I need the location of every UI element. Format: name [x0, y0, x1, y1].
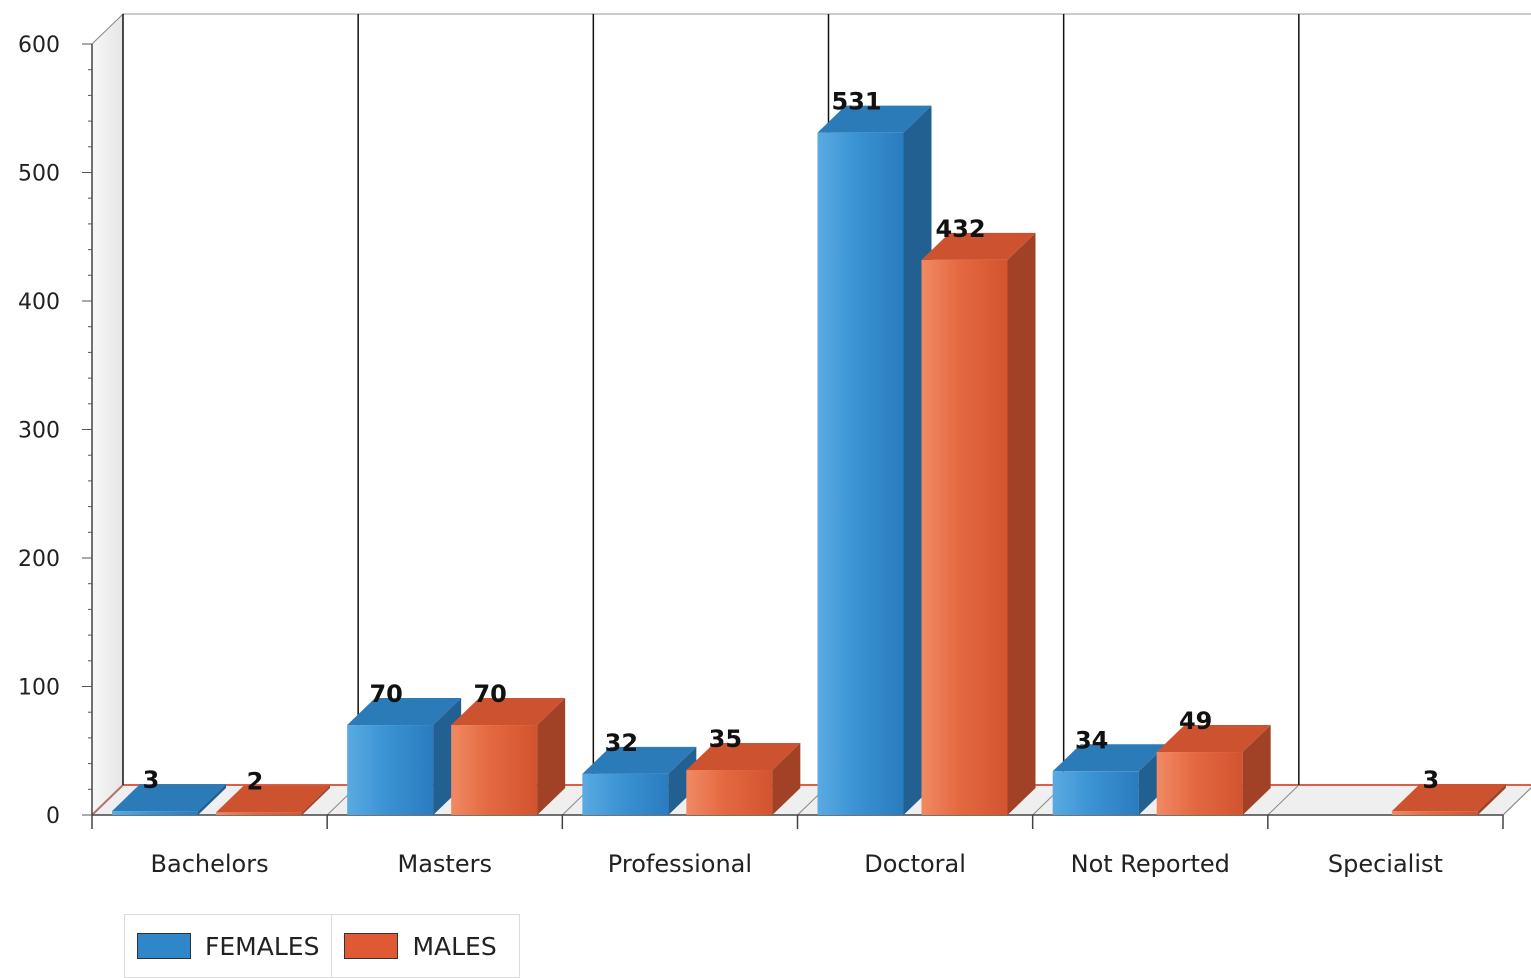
- bar-males[interactable]: [216, 785, 330, 815]
- bar-males[interactable]: [1391, 784, 1506, 815]
- bar-females[interactable]: [112, 784, 226, 815]
- data-label: 3: [143, 766, 160, 794]
- bar-side-face: [198, 784, 226, 815]
- bar-front-face: [921, 259, 1008, 815]
- data-label: 3: [1422, 766, 1439, 794]
- bar-top-face: [1156, 725, 1271, 753]
- data-label: 34: [1075, 726, 1108, 754]
- bar-side-face: [1007, 232, 1036, 815]
- x-category-label: Doctoral: [864, 850, 966, 878]
- bar-front-face: [112, 811, 198, 815]
- bar-front-face: [451, 725, 538, 815]
- bar-males[interactable]: [1156, 725, 1271, 815]
- legend-item-males[interactable]: MALES: [331, 915, 508, 977]
- bar-top-face: [112, 784, 226, 812]
- data-label: 35: [709, 725, 742, 753]
- data-label: 49: [1179, 707, 1212, 735]
- bar-side-face: [772, 743, 801, 815]
- x-category-label: Professional: [608, 850, 752, 878]
- bar-females[interactable]: [347, 698, 462, 815]
- bar-females[interactable]: [1052, 744, 1167, 815]
- bar-front-face: [582, 773, 669, 815]
- x-category-label: Bachelors: [151, 850, 269, 878]
- x-category-label: Not Reported: [1071, 850, 1230, 878]
- bar-males[interactable]: [921, 232, 1036, 815]
- floor-divider: [1502, 787, 1531, 816]
- bars-group: [112, 105, 1506, 816]
- x-category-label: Specialist: [1328, 850, 1443, 878]
- bar-side-face: [668, 746, 697, 815]
- data-label: 70: [369, 680, 402, 708]
- bar-top-face: [347, 698, 462, 726]
- bar-chart: 0 100 200 300 400 500 600 Bachelors Masters Prof…: [18, 12, 1531, 878]
- bar-front-face: [817, 132, 904, 816]
- bar-side-face: [537, 698, 566, 815]
- y-tick-label: 0: [46, 804, 60, 829]
- y-tick-label: 600: [18, 33, 60, 58]
- x-category-label: Masters: [398, 850, 492, 878]
- bar-top-face: [216, 785, 330, 813]
- floor-divider: [1267, 784, 1300, 816]
- bar-top-face: [1052, 744, 1167, 772]
- bar-females[interactable]: [817, 105, 932, 816]
- legend-label-males: MALES: [412, 931, 497, 961]
- floor-divider: [91, 784, 124, 816]
- data-label: 70: [473, 680, 506, 708]
- legend-item-females[interactable]: FEMALES: [125, 915, 331, 977]
- y-axis: 0 100 200 300 400 500 600: [18, 33, 93, 829]
- legend-label-females: FEMALES: [205, 931, 320, 961]
- bar-top-face: [451, 698, 566, 726]
- legend-swatch-males: [344, 933, 399, 959]
- side-wall: [91, 12, 124, 817]
- bar-females[interactable]: [582, 746, 697, 815]
- bar-front-face: [1052, 771, 1139, 815]
- y-tick-label: 100: [18, 676, 60, 701]
- data-label: 531: [831, 88, 881, 116]
- data-label: 2: [247, 767, 264, 795]
- bar-front-face: [1391, 811, 1478, 815]
- bar-front-face: [347, 725, 434, 815]
- legend: FEMALES MALES: [124, 914, 520, 978]
- x-axis: Bachelors Masters Professional Doctoral Not …: [91, 814, 1504, 878]
- bar-front-face: [1156, 752, 1243, 815]
- bar-males[interactable]: [686, 743, 801, 815]
- bar-side-face: [1477, 784, 1506, 815]
- bar-top-face: [921, 232, 1036, 260]
- y-tick-label: 500: [18, 162, 60, 187]
- data-label: 432: [935, 215, 985, 243]
- bar-front-face: [216, 812, 302, 815]
- data-label: 32: [605, 729, 638, 757]
- legend-swatch-females: [137, 933, 191, 959]
- bar-males[interactable]: [451, 698, 566, 815]
- bar-top-face: [817, 105, 932, 133]
- plot-background: [90, 12, 1531, 817]
- bar-top-face: [1391, 784, 1506, 812]
- y-tick-label: 200: [18, 547, 60, 572]
- bar-side-face: [302, 785, 330, 815]
- y-tick-label: 400: [18, 290, 60, 315]
- bar-front-face: [686, 770, 773, 815]
- bar-top-face: [686, 743, 801, 771]
- y-tick-label: 300: [18, 419, 60, 444]
- bar-top-face: [582, 746, 697, 774]
- bar-side-face: [1242, 725, 1271, 815]
